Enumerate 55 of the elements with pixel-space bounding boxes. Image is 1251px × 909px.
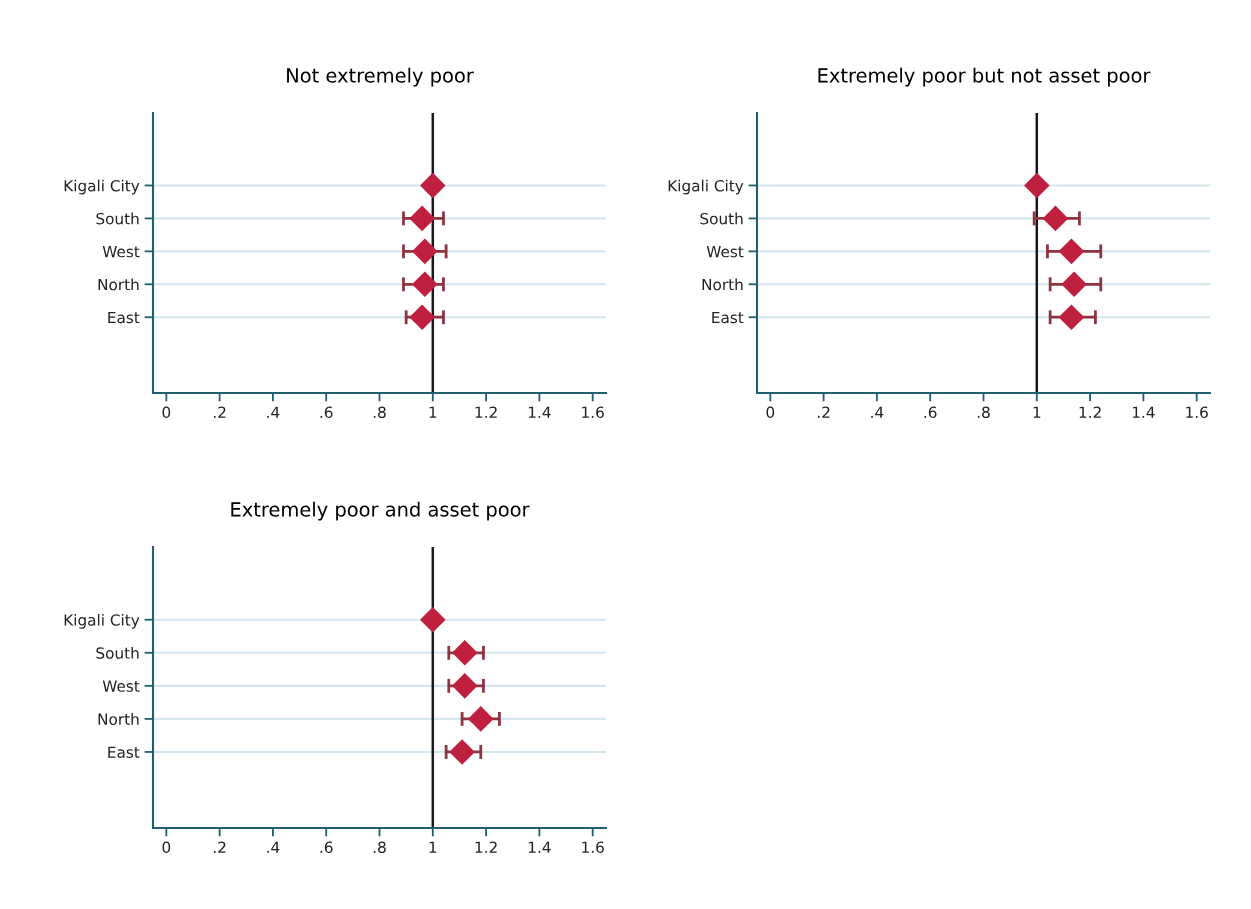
x-tick-label: 1.4 (528, 406, 551, 418)
point (451, 673, 478, 699)
point (419, 606, 446, 633)
x-tick-label: .8 (373, 406, 386, 419)
x-tick-label: 1.6 (582, 841, 604, 854)
y-tick-label: Kigali City (64, 613, 140, 629)
x-tick-label: .2 (213, 406, 226, 418)
point (451, 639, 478, 666)
x-tick-label: 1.4 (528, 841, 551, 853)
x-tick-label: 0 (162, 406, 171, 419)
y-tick-label: South (96, 212, 139, 225)
x-tick-label: .8 (373, 841, 386, 854)
x-tick-label: .6 (924, 406, 937, 419)
x-tick-label: .2 (213, 841, 226, 853)
x-tick-label: 1.2 (475, 406, 497, 418)
y-tick-label: Kigali City (64, 179, 140, 195)
x-tick-label: 1.6 (1186, 406, 1208, 419)
y-tick-label: East (712, 311, 744, 324)
point (449, 739, 475, 765)
chart-title: Extremely poor and asset poor (231, 501, 530, 521)
y-tick-label: East (108, 746, 140, 758)
point (467, 706, 494, 732)
x-tick-label: .4 (267, 406, 280, 418)
x-tick-label: .4 (267, 841, 280, 853)
y-tick-label: North (702, 278, 743, 291)
y-tick-label: West (102, 680, 140, 692)
x-tick-label: .4 (871, 406, 884, 418)
point (1058, 304, 1085, 331)
point (1042, 205, 1069, 232)
x-tick-label: 1.6 (582, 406, 604, 419)
y-tick-label: North (98, 278, 139, 291)
x-tick-label: 1.4 (1132, 406, 1155, 418)
point (1061, 271, 1087, 298)
x-tick-label: 1 (429, 406, 437, 418)
point (1023, 172, 1050, 199)
y-tick-label: Kigali City (668, 179, 744, 195)
point (1058, 238, 1085, 265)
chart-title: Not extremely poor (287, 67, 474, 87)
x-tick-label: .6 (320, 406, 333, 419)
y-tick-label: North (98, 713, 139, 725)
x-tick-label: 1.2 (475, 841, 497, 853)
x-tick-label: .6 (320, 841, 333, 854)
y-tick-label: West (102, 246, 140, 258)
y-tick-label: South (700, 212, 743, 225)
x-tick-label: 1 (429, 841, 437, 853)
x-tick-label: 0 (766, 406, 775, 419)
x-tick-label: .2 (817, 406, 830, 418)
x-tick-label: .8 (977, 406, 990, 419)
y-tick-label: South (96, 646, 139, 659)
x-tick-label: 0 (162, 841, 171, 854)
x-tick-label: 1 (1033, 406, 1041, 418)
y-tick-label: East (108, 311, 140, 324)
chart-title: Extremely poor but not asset poor (818, 67, 1151, 87)
x-tick-label: 1.2 (1079, 406, 1101, 418)
y-tick-label: West (706, 246, 744, 258)
